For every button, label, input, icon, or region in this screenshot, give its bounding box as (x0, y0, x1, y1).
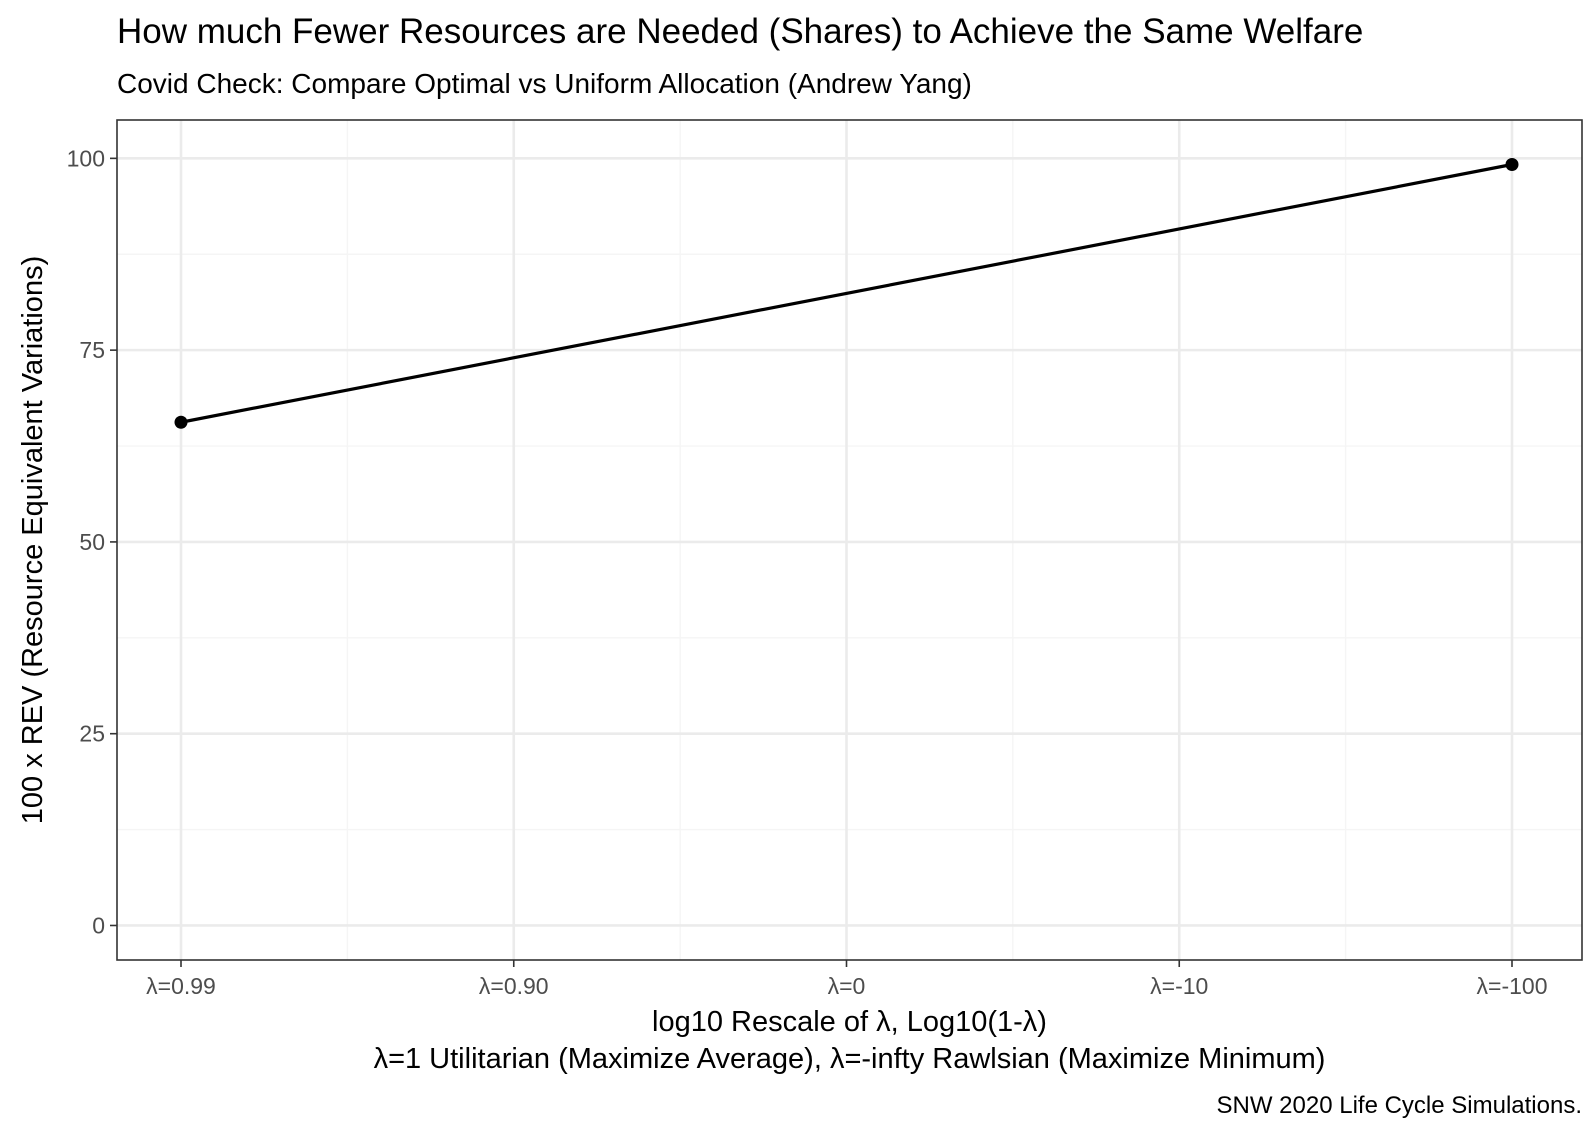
y-tick-label: 75 (79, 337, 105, 363)
chart-caption: SNW 2020 Life Cycle Simulations. (1216, 1092, 1582, 1119)
x-tick-label: λ=0 (828, 973, 866, 999)
x-axis: λ=0.99 λ=0.90 λ=0 λ=-10 λ=-100 (146, 960, 1547, 999)
x-tick-label: λ=-10 (1150, 973, 1208, 999)
series-layer (174, 157, 1519, 429)
x-tick-label: λ=0.99 (146, 973, 216, 999)
x-axis-title: log10 Rescale of λ, Log10(1-λ) (652, 1006, 1047, 1038)
chart-subtitle: Covid Check: Compare Optimal vs Uniform … (117, 68, 972, 99)
x-tick-label: λ=0.90 (479, 973, 549, 999)
y-tick-label: 0 (92, 912, 105, 938)
y-axis-title: 100 x REV (Resource Equivalent Variation… (17, 255, 49, 825)
y-tick-label: 100 (67, 145, 105, 171)
y-tick-label: 25 (79, 721, 105, 747)
data-point (1505, 157, 1519, 171)
panel-border (116, 119, 1583, 961)
x-axis-subtitle: λ=1 Utilitarian (Maximize Average), λ=-i… (373, 1043, 1326, 1075)
data-point (174, 415, 188, 429)
y-axis: 0 25 50 75 100 (67, 145, 117, 938)
x-tick-label: λ=-100 (1477, 973, 1548, 999)
y-tick-label: 50 (79, 529, 105, 555)
grid-layer (117, 120, 1582, 960)
y-axis-title-container: 100 x REV (Resource Equivalent Variation… (10, 120, 56, 960)
series-line (179, 162, 1514, 424)
chart-title: How much Fewer Resources are Needed (Sha… (117, 12, 1364, 51)
